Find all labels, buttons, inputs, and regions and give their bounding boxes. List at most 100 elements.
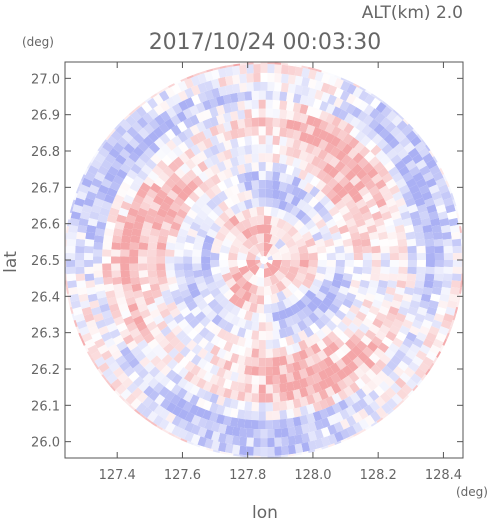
heatmap-cell	[320, 417, 331, 429]
heatmap-cell	[115, 154, 127, 165]
heatmap-cell	[265, 153, 274, 163]
heatmap-cell	[364, 329, 377, 341]
heatmap-cell	[84, 245, 94, 254]
heatmap-cell	[428, 184, 440, 195]
heatmap-cell	[416, 266, 426, 275]
heatmap-cell	[291, 332, 302, 344]
heatmap-cell	[452, 260, 462, 268]
heatmap-cell	[123, 221, 135, 231]
heatmap-cell	[251, 419, 259, 430]
heatmap-cell	[357, 110, 369, 122]
heatmap-cell	[306, 301, 319, 313]
heatmap-cell	[93, 270, 103, 278]
heatmap-cell	[248, 274, 259, 286]
heatmap-cell	[216, 367, 226, 378]
heatmap-cell	[103, 228, 115, 237]
heatmap-cell	[182, 323, 194, 335]
heatmap-cell	[312, 231, 324, 242]
heatmap-cell	[165, 263, 175, 271]
heatmap-cell	[302, 192, 314, 204]
heatmap-cell	[139, 182, 151, 193]
heatmap-cell	[434, 245, 444, 254]
y-tick-label: 26.0	[31, 436, 60, 451]
heatmap-cell	[216, 132, 226, 144]
heatmap-cell	[362, 346, 374, 358]
heatmap-cell	[239, 445, 247, 456]
heatmap-cell	[276, 300, 287, 312]
heatmap-cell	[202, 128, 213, 140]
heatmap-cell	[409, 343, 421, 355]
heatmap-cell	[184, 421, 195, 433]
heatmap-cell	[136, 116, 149, 129]
heatmap-cell	[435, 306, 447, 316]
heatmap-cell	[189, 104, 200, 116]
heatmap-cell	[264, 304, 272, 314]
heatmap-cell	[94, 228, 105, 237]
heatmap-cell	[179, 288, 192, 299]
heatmap-cell	[121, 276, 132, 285]
heatmap-cell	[229, 138, 239, 149]
heatmap-cell	[286, 101, 295, 112]
x-tick-label: 127.4	[99, 468, 136, 483]
heatmap-cell	[196, 299, 209, 311]
heatmap-cell	[201, 269, 213, 279]
heatmap-cell	[175, 330, 188, 342]
heatmap-cell	[110, 309, 122, 320]
heatmap-cell	[331, 279, 342, 289]
heatmap-cell	[443, 252, 453, 260]
heatmap-cell	[223, 360, 233, 371]
heatmap-cell	[346, 415, 357, 427]
heatmap-cell	[138, 263, 148, 271]
heatmap-cell	[243, 189, 253, 201]
heatmap-cell	[251, 162, 260, 172]
heatmap-cell	[239, 436, 247, 447]
heatmap-cell	[258, 393, 266, 403]
heatmap-cell	[407, 245, 417, 254]
heatmap-cell	[228, 252, 238, 260]
heatmap-cell	[139, 276, 150, 285]
heatmap-cell	[217, 67, 227, 79]
heatmap-cell	[213, 292, 226, 304]
heatmap-cell	[302, 316, 314, 328]
heatmap-cell	[414, 141, 426, 153]
heatmap-cell	[106, 214, 118, 224]
heatmap-cell	[299, 387, 309, 398]
heatmap-cell	[177, 367, 189, 379]
altitude-label: ALT(km) 2.0	[362, 3, 463, 23]
heatmap-cell	[278, 244, 290, 255]
heatmap-cell	[265, 90, 274, 100]
heatmap-cell	[161, 154, 173, 167]
heatmap-cell	[223, 331, 234, 343]
heatmap-cell	[89, 300, 100, 309]
heatmap-cell	[229, 380, 239, 391]
heatmap-cell	[171, 324, 183, 336]
heatmap-cell	[153, 176, 166, 188]
heatmap-cell	[260, 72, 268, 82]
heatmap-cell	[425, 252, 435, 260]
heatmap-cell	[311, 136, 322, 148]
heatmap-cell	[195, 407, 206, 418]
heatmap-cell	[234, 297, 246, 309]
heatmap-cell	[147, 338, 159, 350]
heatmap-cell	[378, 127, 391, 140]
heatmap-cell	[191, 414, 201, 426]
heatmap-cell	[143, 176, 155, 187]
heatmap-cell	[86, 224, 97, 234]
heatmap-cell	[111, 159, 123, 171]
heatmap-cell	[147, 170, 159, 182]
heatmap-cell	[153, 126, 165, 138]
heatmap-cell	[174, 256, 184, 264]
heatmap-cell	[236, 336, 246, 347]
heatmap-cell	[251, 402, 259, 412]
heatmap-cell	[90, 158, 103, 170]
heatmap-cell	[313, 201, 325, 213]
heatmap-cell	[280, 82, 289, 93]
heatmap-cell	[375, 330, 387, 341]
heatmap-cell	[197, 171, 209, 183]
heatmap-cell	[253, 63, 261, 74]
heatmap-cell	[171, 415, 182, 427]
heatmap-cell	[177, 141, 189, 153]
heatmap-cell	[192, 294, 205, 305]
heatmap-cell	[96, 221, 107, 230]
heatmap-cell	[212, 272, 224, 283]
